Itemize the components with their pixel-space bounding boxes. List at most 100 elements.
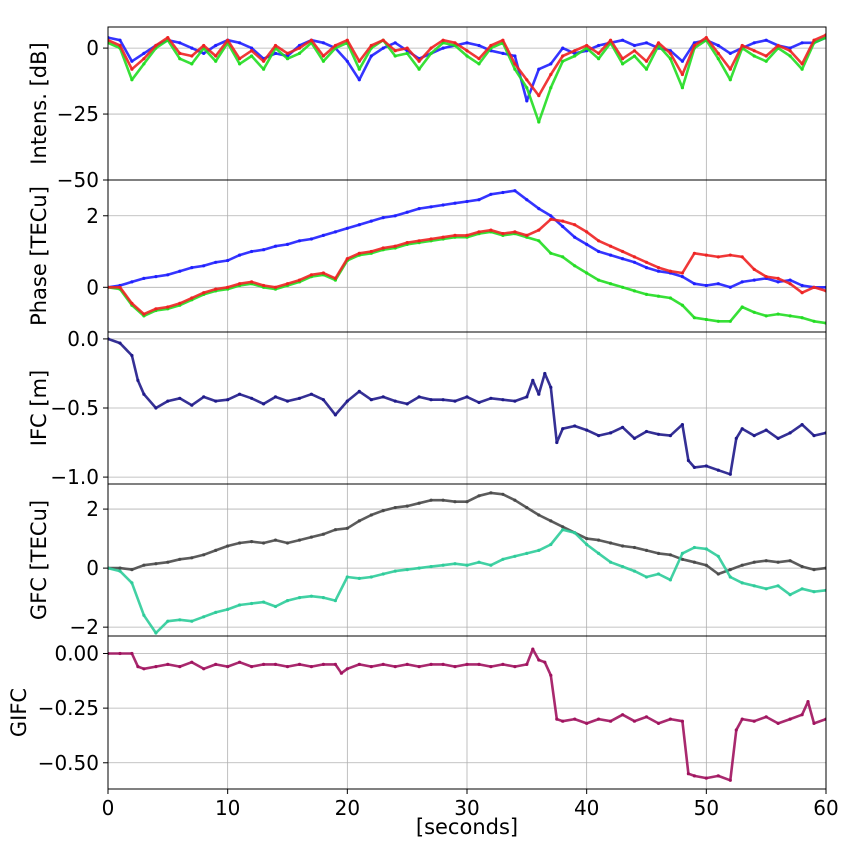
data-point	[178, 57, 182, 61]
data-point	[561, 427, 565, 431]
data-point	[632, 545, 637, 550]
data-point	[776, 276, 780, 280]
data-point	[477, 662, 481, 667]
data-point	[501, 557, 505, 561]
x-tick-label: 60	[813, 796, 838, 820]
data-point	[680, 72, 685, 77]
data-point	[142, 51, 146, 56]
data-point	[716, 57, 720, 61]
data-point	[273, 538, 278, 542]
data-point	[250, 49, 254, 53]
data-point	[573, 264, 577, 268]
data-point	[250, 665, 254, 669]
data-point	[321, 532, 325, 536]
data-point	[381, 216, 385, 220]
data-point	[621, 544, 625, 548]
data-point	[226, 607, 230, 612]
data-point	[609, 431, 613, 435]
data-point	[381, 572, 385, 576]
data-point	[525, 551, 529, 556]
data-point	[752, 278, 756, 282]
data-point	[285, 399, 290, 403]
data-point	[118, 285, 122, 289]
data-point	[692, 316, 697, 320]
data-point	[764, 559, 768, 563]
data-point	[776, 721, 780, 726]
data-point	[489, 563, 493, 567]
data-point	[250, 54, 254, 58]
data-point	[668, 434, 673, 438]
data-point	[561, 224, 565, 229]
data-point	[226, 258, 230, 263]
data-point	[692, 282, 697, 286]
data-point	[202, 291, 206, 295]
data-point	[788, 314, 792, 318]
data-point	[513, 399, 517, 403]
data-point	[417, 395, 421, 399]
data-point	[309, 535, 313, 539]
data-point	[609, 244, 613, 248]
data-point	[632, 54, 637, 58]
data-point	[692, 560, 697, 564]
data-point	[668, 51, 673, 56]
data-point	[585, 721, 589, 726]
data-point	[680, 423, 685, 427]
data-point	[393, 41, 397, 45]
data-point	[501, 398, 505, 402]
data-point	[226, 285, 230, 289]
data-point	[513, 554, 517, 558]
data-point	[333, 413, 337, 417]
data-point	[501, 190, 505, 195]
data-point	[453, 233, 457, 237]
data-point	[405, 210, 409, 214]
data-point	[214, 59, 218, 63]
data-point	[752, 560, 756, 564]
data-point	[585, 43, 589, 48]
data-point	[321, 596, 325, 600]
data-point	[609, 719, 613, 723]
data-point	[537, 658, 541, 662]
data-point	[525, 395, 529, 399]
data-point	[561, 59, 565, 63]
data-point	[238, 41, 242, 45]
data-point	[656, 551, 661, 556]
data-point	[417, 59, 421, 63]
data-point	[740, 581, 744, 585]
data-point	[788, 278, 792, 282]
data-point	[154, 631, 158, 635]
x-tick-label: 0	[102, 796, 115, 820]
data-point	[273, 395, 278, 399]
data-point	[273, 51, 278, 56]
data-point	[668, 553, 673, 557]
data-point	[393, 665, 397, 669]
data-point	[513, 67, 517, 71]
data-point	[800, 67, 804, 71]
data-point	[632, 289, 637, 293]
data-point	[130, 651, 134, 656]
data-point	[549, 519, 553, 523]
y-tick-label: 0	[86, 556, 99, 580]
data-point	[537, 67, 541, 71]
data-point	[812, 590, 816, 594]
data-point	[130, 301, 134, 305]
data-point	[764, 314, 768, 318]
data-point	[238, 603, 242, 607]
data-point	[764, 59, 768, 63]
data-point	[273, 662, 278, 667]
data-point	[429, 51, 433, 56]
data-point	[740, 305, 744, 309]
data-point	[309, 392, 313, 396]
data-point	[537, 228, 541, 232]
data-point	[453, 665, 457, 669]
data-point	[357, 67, 361, 71]
data-point	[764, 54, 768, 58]
data-point	[381, 509, 385, 513]
data-point	[621, 249, 625, 254]
data-point	[345, 59, 349, 63]
y-tick-label: −2	[70, 615, 99, 639]
data-point	[429, 565, 433, 569]
data-point	[525, 198, 529, 202]
data-point	[549, 217, 553, 221]
data-point	[429, 46, 433, 50]
data-point	[369, 43, 373, 48]
